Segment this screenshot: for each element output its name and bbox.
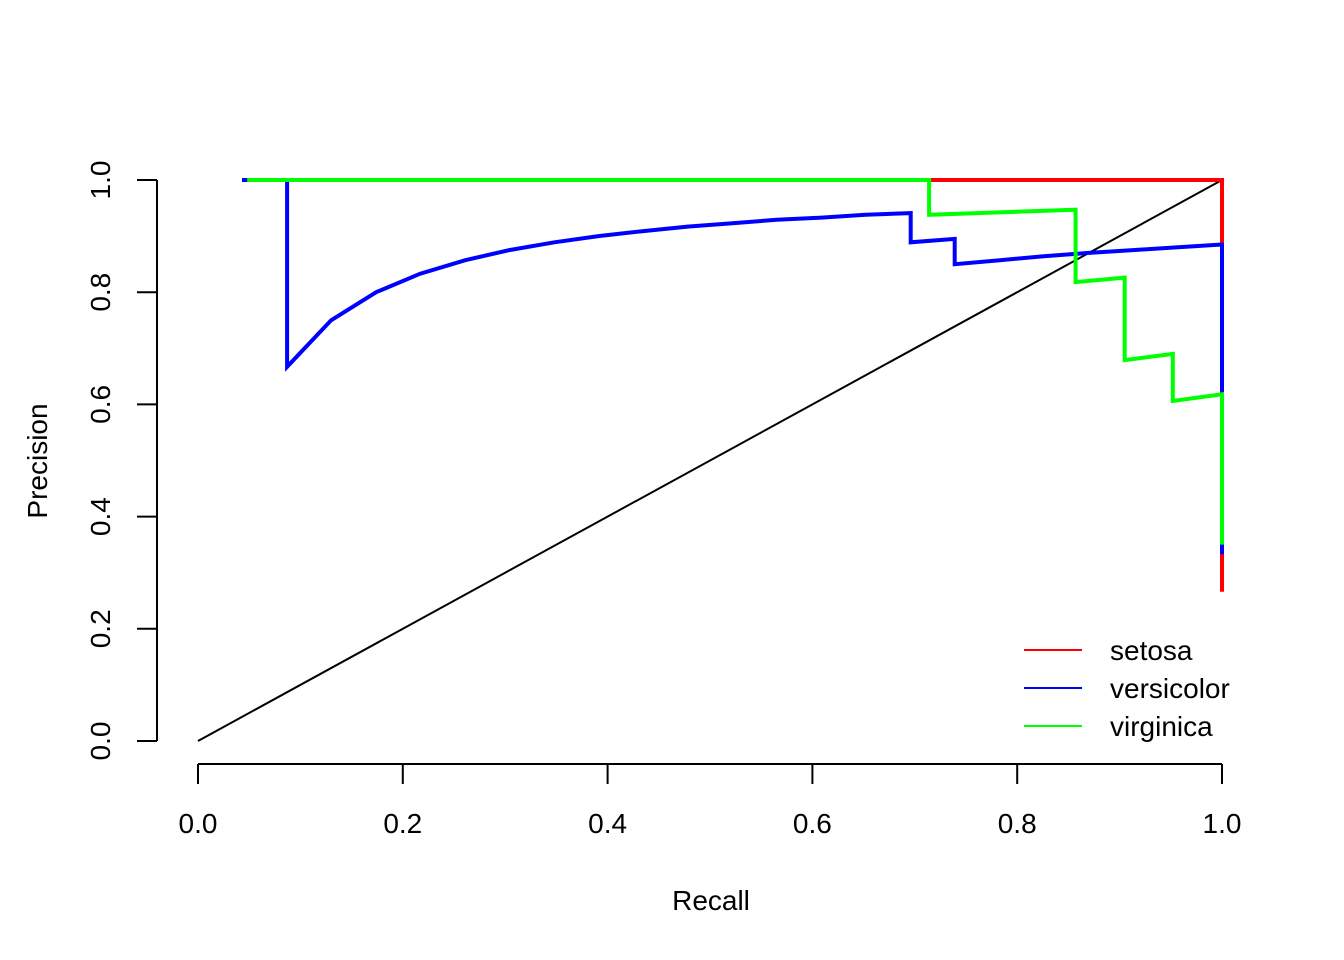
legend-label-versicolor: versicolor xyxy=(1110,673,1230,704)
legend-label-virginica: virginica xyxy=(1110,711,1213,742)
y-tick-label: 0.0 xyxy=(85,722,116,761)
series-virginica-line xyxy=(247,178,1224,545)
y-axis: 0.0 0.2 0.4 0.6 0.8 1.0 xyxy=(85,161,158,761)
series-baseline-line xyxy=(197,179,1223,742)
y-tick-label: 0.6 xyxy=(85,385,116,424)
y-tick-label: 0.8 xyxy=(85,273,116,312)
x-tick-label: 0.6 xyxy=(793,808,832,839)
legend: setosa versicolor virginica xyxy=(1024,635,1230,742)
legend-label-setosa: setosa xyxy=(1110,635,1193,666)
x-tick-label: 0.0 xyxy=(179,808,218,839)
x-tick-label: 1.0 xyxy=(1203,808,1242,839)
y-tick-label: 0.2 xyxy=(85,609,116,648)
x-axis: 0.0 0.2 0.4 0.6 0.8 1.0 xyxy=(179,763,1242,839)
y-tick-label: 1.0 xyxy=(85,161,116,200)
x-tick-label: 0.4 xyxy=(588,808,627,839)
plot-area xyxy=(197,178,1224,742)
x-tick-label: 0.2 xyxy=(383,808,422,839)
x-axis-title: Recall xyxy=(672,885,750,916)
x-tick-label: 0.8 xyxy=(998,808,1037,839)
y-axis-title: Precision xyxy=(22,403,53,518)
y-tick-label: 0.4 xyxy=(85,497,116,536)
